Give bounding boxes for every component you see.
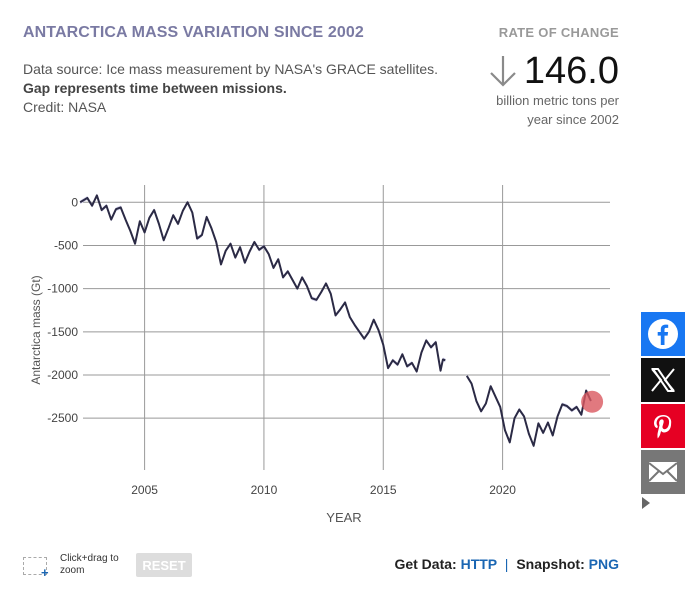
x-tick-label: 2015 [370, 483, 397, 497]
page-title: ANTARCTICA MASS VARIATION SINCE 2002 [23, 24, 364, 41]
link-separator: | [504, 556, 509, 572]
y-tick-label: -500 [54, 238, 78, 252]
share-x-button[interactable] [641, 358, 685, 402]
plus-icon: + [41, 565, 49, 580]
share-more-icon[interactable] [642, 497, 650, 509]
share-email-button[interactable] [641, 450, 685, 494]
http-link[interactable]: HTTP [460, 556, 497, 572]
series-line-1 [79, 194, 446, 373]
credit-line: Credit: NASA [23, 99, 107, 115]
x-axis-label: YEAR [326, 510, 361, 525]
series-line-2 [465, 375, 592, 447]
grid [83, 185, 610, 470]
png-link[interactable]: PNG [588, 556, 619, 572]
x-tick-label: 2005 [131, 483, 158, 497]
uncertainty-band [80, 193, 591, 448]
mail-icon [648, 462, 678, 482]
x-tick-label: 2020 [489, 483, 516, 497]
y-tick-label: -2000 [47, 368, 78, 382]
zoom-box-icon [23, 557, 47, 575]
x-icon [651, 368, 675, 392]
get-data-label: Get Data: [394, 556, 457, 572]
y-tick-label: -1500 [47, 325, 78, 339]
share-facebook-button[interactable] [641, 312, 685, 356]
zoom-hint: Click+drag to zoom [60, 553, 119, 576]
rate-unit: billion metric tons per year since 2002 [496, 93, 619, 127]
gap-note: Gap represents time between missions. [23, 80, 287, 96]
x-tick-label: 2010 [251, 483, 278, 497]
rate-label: RATE OF CHANGE [498, 25, 619, 40]
data-links: Get Data: HTTP | Snapshot: PNG [394, 556, 619, 572]
y-tick-label: -2500 [47, 411, 78, 425]
uncertainty-band-1 [80, 193, 446, 374]
reset-button[interactable]: RESET [136, 553, 192, 577]
highlight-marker[interactable] [581, 390, 604, 413]
source-line: Data source: Ice mass measurement by NAS… [23, 61, 439, 77]
rate-value: 146.0 [523, 50, 619, 92]
description: Data source: Ice mass measurement by NAS… [23, 60, 438, 117]
arrow-down-icon [490, 56, 516, 87]
y-tick-label: -1000 [47, 282, 78, 296]
pinterest-icon [654, 415, 672, 439]
y-tick-label: 0 [71, 195, 78, 209]
snapshot-label: Snapshot: [516, 556, 585, 572]
series-lines [79, 194, 592, 447]
y-axis-label: Antarctica mass (Gt) [29, 275, 43, 384]
facebook-icon [648, 319, 678, 349]
tick-labels: 0 -500 -1000 -1500 -2000 -2500 2005 2010 2015 202… [47, 195, 516, 497]
rate-display: 146.0 [488, 50, 619, 92]
share-pinterest-button[interactable] [641, 404, 685, 448]
